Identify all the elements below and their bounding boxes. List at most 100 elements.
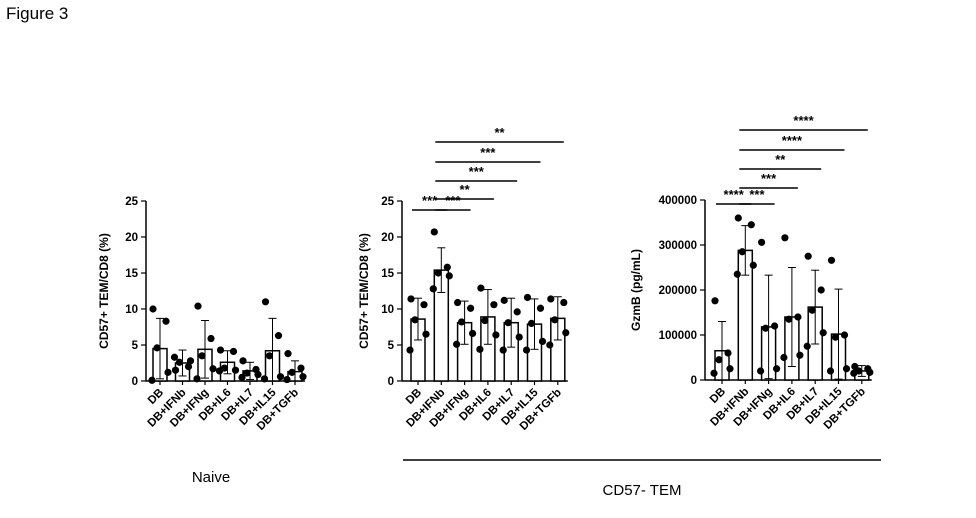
data-point [515,333,523,341]
data-point [239,357,247,365]
data-point [773,365,781,373]
data-point [749,261,757,269]
data-point [492,331,500,339]
data-point [536,304,545,312]
data-point [840,331,849,339]
y-axis-label: CD57+ TEM/CD8 (%) [357,233,371,349]
data-point [284,350,292,358]
data-point [216,346,225,354]
data-point [794,313,802,321]
y-tick-label: 400000 [659,195,697,207]
data-point [265,352,274,360]
y-axis-label: CD57+ TEM/CD8 (%) [97,233,111,349]
data-point [808,306,816,314]
data-point [523,293,532,302]
data-point [454,298,462,307]
data-point [785,315,793,323]
data-point [171,366,180,374]
y-tick-label: 25 [381,196,394,208]
y-tick-label: 15 [125,268,138,280]
data-point [153,344,161,352]
data-point [781,234,789,242]
data-point [866,368,874,376]
data-point [817,286,825,294]
data-point [500,296,508,304]
data-point [490,301,498,309]
data-point [420,301,428,309]
data-point [186,357,195,365]
data-point [757,367,765,375]
group-label-naive: Naive [192,469,230,486]
data-point [260,375,269,383]
data-point [551,316,559,324]
data-point [422,330,430,338]
data-point [406,346,414,354]
data-point [445,272,453,280]
data-point [238,373,246,381]
data-point [547,295,555,303]
data-point [827,256,836,264]
data-point [504,319,512,327]
y-tick-label: 5 [388,340,395,352]
data-point [229,347,238,356]
y-tick-label: 25 [125,196,138,208]
data-point [443,263,451,271]
data-point [538,337,547,345]
significance-label: **** [724,187,745,202]
data-point [164,368,172,376]
data-point [274,332,283,340]
y-tick-label: 20 [125,232,138,244]
data-point [831,333,840,341]
data-point [850,369,858,377]
data-point [758,238,766,246]
y-tick-label: 300000 [659,240,697,252]
data-point [458,318,466,326]
data-point [546,341,554,349]
significance-label: *** [422,193,438,208]
y-tick-label: 10 [381,304,394,316]
data-point [215,367,224,375]
significance-label: *** [480,145,496,160]
data-point [149,305,157,313]
data-point [724,349,732,357]
data-point [469,329,477,338]
data-point [481,316,489,325]
data-point [283,375,291,384]
data-point [148,376,156,384]
figure-title: Figure 3 [6,4,69,23]
group-label-cd57-tem: CD57- TEM [603,482,682,499]
data-point [513,308,521,316]
data-point [738,248,746,256]
data-point [207,334,215,343]
data-point [430,228,438,236]
data-point [193,375,201,383]
data-point [243,369,251,377]
data-point [562,329,570,337]
data-point [407,295,415,303]
data-point [711,297,719,305]
data-point [780,353,788,362]
data-point [276,373,285,381]
data-point [198,352,206,360]
data-point [796,351,804,359]
data-point [297,364,305,372]
significance-label: *** [761,171,777,186]
data-point [194,302,202,310]
y-tick-label: 20 [381,232,394,244]
data-point [209,365,217,373]
data-point [184,363,193,371]
y-tick-label: 15 [381,268,394,280]
y-tick-label: 200000 [659,285,697,297]
data-point [162,317,170,325]
y-tick-label: 100000 [659,330,697,342]
y-tick-label: 0 [388,376,394,388]
data-point [710,369,718,377]
y-tick-label: 5 [132,340,139,352]
data-point [726,365,734,373]
data-point [175,358,184,366]
data-point [477,284,485,292]
data-point [522,346,531,354]
significance-label: ** [775,152,786,167]
data-point [747,221,755,229]
